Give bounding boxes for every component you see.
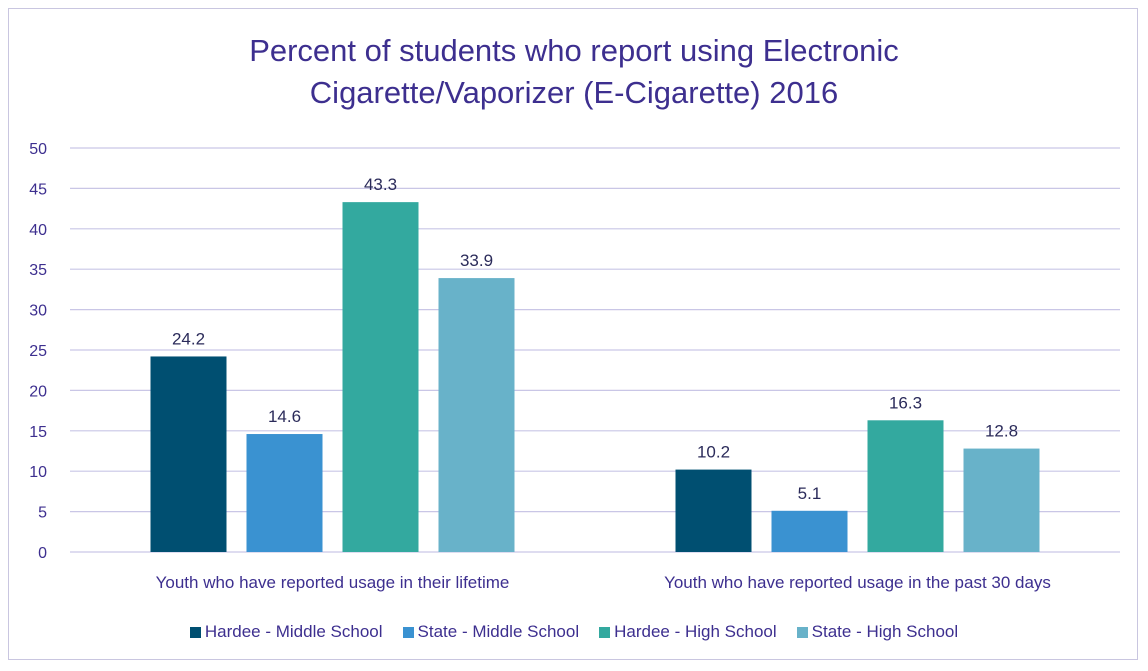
bar [867,420,944,552]
legend-swatch [402,626,414,638]
legend-swatch [189,626,201,638]
bars [150,202,1040,553]
legend-item-state-high: State - High School [796,622,959,642]
gridlines [70,147,1120,553]
data-label: 12.8 [985,422,1018,441]
bar [771,510,848,552]
y-tick-label: 10 [29,464,47,481]
y-tick-label: 30 [29,303,47,320]
bar [675,469,752,552]
bar [963,448,1040,552]
legend-item-hardee-middle: Hardee - Middle School [189,622,383,642]
y-tick-label: 20 [29,383,47,400]
data-label: 5.1 [798,484,822,503]
y-tick-label: 50 [29,141,47,158]
data-label: 24.2 [172,329,205,348]
chart-title-line-1: Percent of students who report using Ele… [249,33,899,68]
y-tick-label: 25 [29,343,47,360]
y-axis-ticks: 0 5 10 15 20 25 30 35 40 45 50 [29,141,47,562]
legend-item-hardee-high: Hardee - High School [599,622,777,642]
y-tick-label: 0 [38,545,47,562]
x-axis-categories: Youth who have reported usage in their l… [156,573,1051,592]
y-tick-label: 35 [29,262,47,279]
data-label: 10.2 [697,443,730,462]
x-category-label: Youth who have reported usage in the pas… [664,573,1051,592]
bar [342,202,419,553]
data-label: 43.3 [364,175,397,194]
legend-label: State - High School [811,622,959,641]
y-tick-label: 15 [29,424,47,441]
x-category-label: Youth who have reported usage in their l… [156,573,510,592]
legend-label: Hardee - Middle School [204,622,383,641]
legend-item-state-middle: State - Middle School [402,622,580,642]
y-tick-label: 45 [29,181,47,198]
legend-swatch [599,626,611,638]
data-labels: 24.2 14.6 43.3 33.9 10.2 5.1 16.3 12.8 [172,175,1018,503]
bar [438,278,515,552]
y-tick-label: 5 [38,505,47,522]
legend-label: Hardee - High School [614,622,777,641]
data-label: 33.9 [460,251,493,270]
data-label: 16.3 [889,393,922,412]
legend: Hardee - Middle School State - Middle Sc… [0,622,1148,642]
legend-label: State - Middle School [417,622,580,641]
bar [150,356,227,552]
legend-swatch [796,626,808,638]
bar [246,434,323,552]
chart-title-line-2: Cigarette/Vaporizer (E-Cigarette) 2016 [309,75,839,110]
data-label: 14.6 [268,407,301,426]
chart-title: Percent of students who report using Ele… [0,30,1148,114]
y-tick-label: 40 [29,222,47,239]
